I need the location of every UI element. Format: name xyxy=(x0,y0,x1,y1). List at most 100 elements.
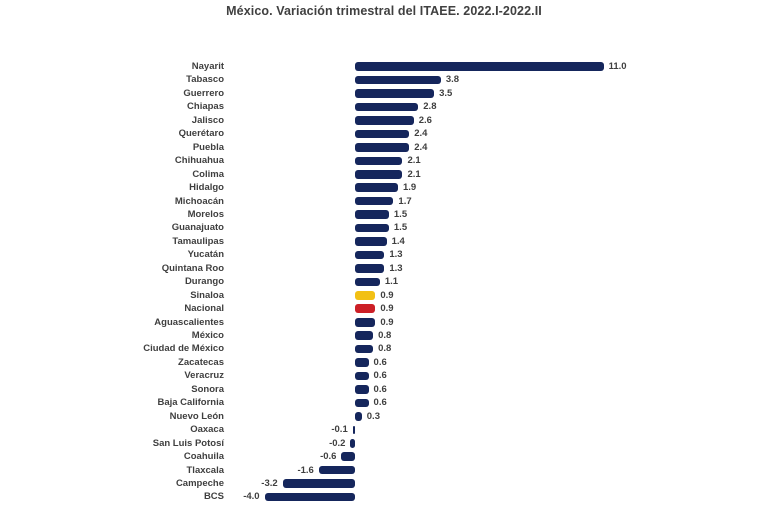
category-label: Michoacán xyxy=(174,195,224,207)
bar xyxy=(355,156,403,166)
chart-row: Tlaxcala -1.6 xyxy=(0,464,768,477)
category-label: Chihuahua xyxy=(174,155,224,167)
value-label: 0.6 xyxy=(373,356,387,368)
value-label: -0.6 xyxy=(320,451,337,463)
chart-row: Coahuila -0.6 xyxy=(0,450,768,463)
value-label: 1.3 xyxy=(389,262,403,274)
chart-row: Nayarit 11.0 xyxy=(0,60,768,73)
category-label: Tabasco xyxy=(186,74,224,86)
bar xyxy=(355,210,389,219)
bar xyxy=(352,425,355,435)
chart-row: Ciudad de México 0.8 xyxy=(0,342,768,355)
value-label: 0.6 xyxy=(373,383,387,395)
chart-row: Chiapas 2.8 xyxy=(0,100,768,113)
bar xyxy=(355,89,435,98)
bar xyxy=(355,317,376,327)
category-label: Nayarit xyxy=(191,61,224,72)
chart-row: Chihuahua 2.1 xyxy=(0,154,768,167)
category-label: Coahuila xyxy=(183,451,224,463)
chart-row: Veracruz 0.6 xyxy=(0,369,768,382)
chart-row: Sonora 0.6 xyxy=(0,383,768,396)
chart-row: Zacatecas 0.6 xyxy=(0,356,768,369)
bar xyxy=(355,250,385,260)
bar xyxy=(355,291,376,300)
chart-title: México. Variación trimestral del ITAEE. … xyxy=(226,4,542,18)
category-label: Colima xyxy=(192,168,224,180)
value-label: 1.1 xyxy=(384,276,399,288)
category-label: Tlaxcala xyxy=(186,464,225,476)
category-label: Guerrero xyxy=(183,87,224,99)
bar xyxy=(355,412,362,421)
chart-row: Hidalgo 1.9 xyxy=(0,181,768,194)
value-label: 1.5 xyxy=(393,222,408,234)
bar xyxy=(341,452,355,462)
chart-row: Tabasco 3.8 xyxy=(0,73,768,86)
category-label: Zacatecas xyxy=(178,356,224,368)
category-label: Sinaloa xyxy=(190,289,224,301)
category-label: Ciudad de México xyxy=(143,343,224,355)
bar xyxy=(350,438,355,448)
value-label: -3.2 xyxy=(261,477,278,489)
bar xyxy=(355,358,369,367)
chart-row: Colima 2.1 xyxy=(0,168,768,181)
bar xyxy=(264,492,355,502)
chart-row: Querétaro 2.4 xyxy=(0,127,768,140)
category-label: Puebla xyxy=(192,141,224,153)
chart-row: San Luis Potosí -0.2 xyxy=(0,437,768,450)
chart-row: Yucatán 1.3 xyxy=(0,248,768,261)
value-label: -4.0 xyxy=(243,491,260,503)
value-label: 2.8 xyxy=(423,101,437,113)
chart-row: Michoacán 1.7 xyxy=(0,195,768,208)
category-label: Chiapas xyxy=(187,101,224,113)
category-label: Yucatán xyxy=(187,249,224,261)
chart-row: Guerrero 3.5 xyxy=(0,87,768,100)
chart-row: Tamaulipas 1.4 xyxy=(0,235,768,248)
category-label: BCS xyxy=(203,491,224,503)
value-label: 11.0 xyxy=(608,61,627,72)
chart-row: Campeche -3.2 xyxy=(0,477,768,490)
value-label: 0.6 xyxy=(373,370,387,382)
bar xyxy=(355,143,410,152)
category-label: Oaxaca xyxy=(190,424,224,436)
category-label: Nacional xyxy=(184,303,224,315)
bar xyxy=(355,371,369,381)
bar xyxy=(355,304,376,314)
category-label: Aguascalientes xyxy=(154,316,224,328)
bar xyxy=(355,102,419,112)
bar xyxy=(355,264,385,273)
value-label: 2.1 xyxy=(407,155,421,167)
bar xyxy=(355,183,398,193)
bar xyxy=(355,344,374,354)
chart-row: Durango 1.1 xyxy=(0,275,768,288)
value-label: -1.6 xyxy=(297,464,314,476)
chart-row: Puebla 2.4 xyxy=(0,141,768,154)
bar xyxy=(318,465,355,475)
bar xyxy=(355,237,387,246)
category-label: Durango xyxy=(184,276,224,288)
bar xyxy=(355,116,414,125)
value-label: 0.6 xyxy=(373,397,387,409)
category-label: Hidalgo xyxy=(189,182,224,194)
bar xyxy=(355,223,389,233)
category-label: Veracruz xyxy=(184,370,224,382)
value-label: -0.2 xyxy=(329,437,346,449)
bar xyxy=(355,277,380,287)
bar xyxy=(355,75,441,85)
value-label: 2.4 xyxy=(414,141,428,153)
value-label: 0.8 xyxy=(378,330,392,341)
category-label: Sonora xyxy=(191,383,224,395)
bar xyxy=(355,331,374,340)
value-label: -0.1 xyxy=(331,424,348,436)
category-label: San Luis Potosí xyxy=(152,437,224,449)
category-label: Querétaro xyxy=(178,128,224,140)
bar xyxy=(355,169,403,179)
bar-chart: Nayarit 11.0 Tabasco 3.8 Guerrero 3.5 Chiapas 2… xyxy=(0,60,768,505)
bar xyxy=(355,62,604,71)
value-label: 1.5 xyxy=(393,208,408,220)
chart-row: Aguascalientes 0.9 xyxy=(0,316,768,329)
category-label: Quintana Roo xyxy=(161,262,224,274)
chart-row: México 0.8 xyxy=(0,329,768,342)
value-label: 1.9 xyxy=(402,182,417,194)
chart-row: Oaxaca -0.1 xyxy=(0,423,768,436)
category-label: México xyxy=(191,330,224,341)
